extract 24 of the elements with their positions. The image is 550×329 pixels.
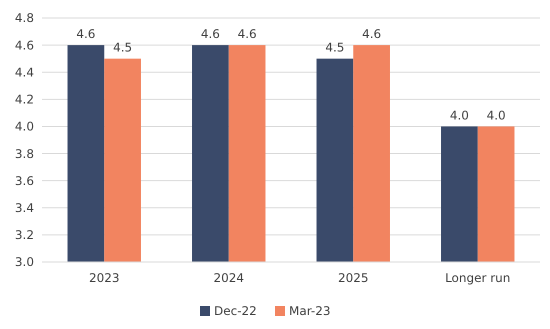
data-label: 4.6 [200, 27, 220, 42]
x-tick-label: 2024 [213, 271, 244, 285]
y-tick-label: 3.4 [14, 200, 34, 215]
y-tick-label: 4.2 [14, 92, 34, 107]
legend-label: Mar-23 [289, 304, 330, 318]
data-label: 4.6 [362, 27, 382, 42]
y-tick-label: 3.8 [14, 146, 34, 161]
data-label: 4.6 [238, 27, 257, 42]
y-tick-label: 4.6 [14, 38, 34, 52]
y-tick-label: 4.0 [14, 120, 34, 134]
data-label: 4.0 [450, 108, 469, 122]
y-tick-label: 3.0 [14, 255, 34, 270]
data-label: 4.0 [486, 108, 506, 122]
data-label: 4.5 [325, 40, 344, 55]
x-tick-label: 2023 [88, 271, 120, 285]
data-label: 4.6 [76, 27, 96, 42]
y-tick-label: 3.6 [14, 174, 34, 188]
y-tick-label: 4.4 [14, 65, 34, 80]
legend-label: Dec-22 [214, 304, 257, 318]
y-tick-label: 3.2 [14, 228, 34, 242]
x-tick-label: Longer run [445, 271, 510, 285]
y-tick-label: 4.8 [14, 11, 34, 26]
data-label: 4.5 [113, 40, 132, 55]
x-tick-label: 2025 [338, 271, 369, 285]
